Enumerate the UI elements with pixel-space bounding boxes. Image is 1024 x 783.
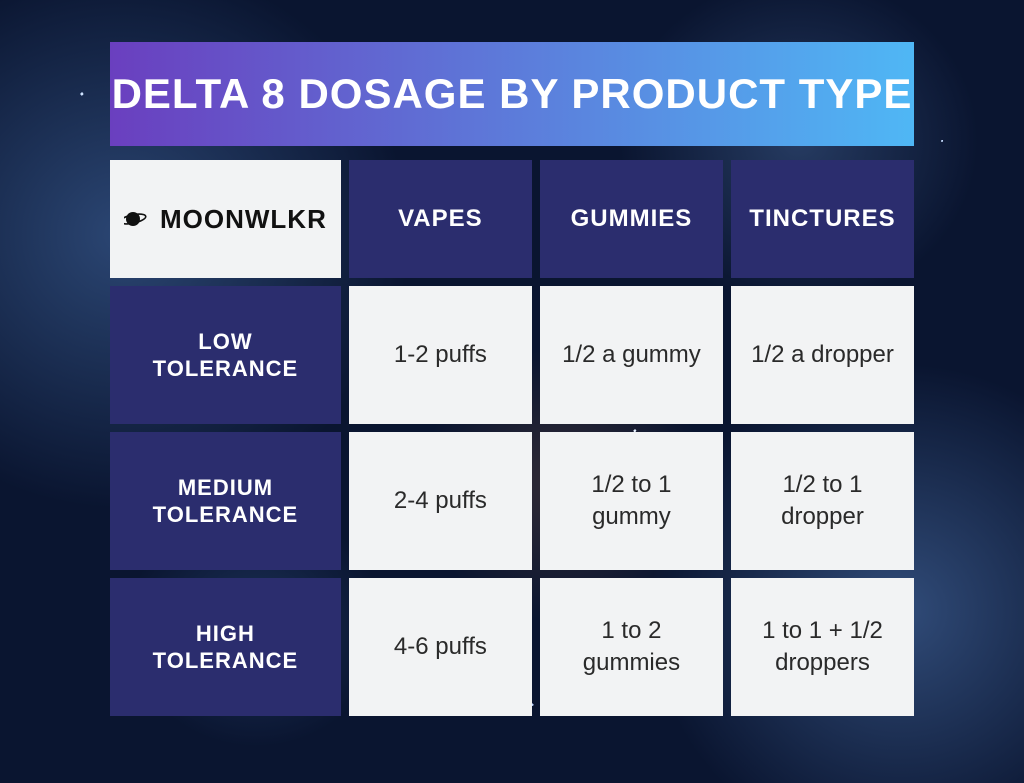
brand-name: MOONWLKR — [160, 204, 327, 235]
title-banner: DELTA 8 DOSAGE BY PRODUCT TYPE — [110, 42, 914, 146]
cell-low-vapes: 1-2 puffs — [349, 286, 532, 424]
col-header-tinctures: TINCTURES — [731, 160, 914, 278]
row-header-low: LOW TOLERANCE — [110, 286, 341, 424]
row-header-medium: MEDIUM TOLERANCE — [110, 432, 341, 570]
cell-low-gummies: 1/2 a gummy — [540, 286, 723, 424]
row-header-high: HIGH TOLERANCE — [110, 578, 341, 716]
cell-medium-gummies: 1/2 to 1 gummy — [540, 432, 723, 570]
col-header-gummies: GUMMIES — [540, 160, 723, 278]
brand-logo-icon — [124, 209, 152, 229]
cell-low-tinctures: 1/2 a dropper — [731, 286, 914, 424]
col-header-vapes: VAPES — [349, 160, 532, 278]
dosage-table: MOONWLKR VAPES GUMMIES TINCTURES LOW TOL… — [110, 160, 914, 716]
cell-medium-tinctures: 1/2 to 1 dropper — [731, 432, 914, 570]
cell-medium-vapes: 2-4 puffs — [349, 432, 532, 570]
cell-high-tinctures: 1 to 1 + 1/2 droppers — [731, 578, 914, 716]
brand-cell: MOONWLKR — [110, 160, 341, 278]
cell-high-gummies: 1 to 2 gummies — [540, 578, 723, 716]
cell-high-vapes: 4-6 puffs — [349, 578, 532, 716]
